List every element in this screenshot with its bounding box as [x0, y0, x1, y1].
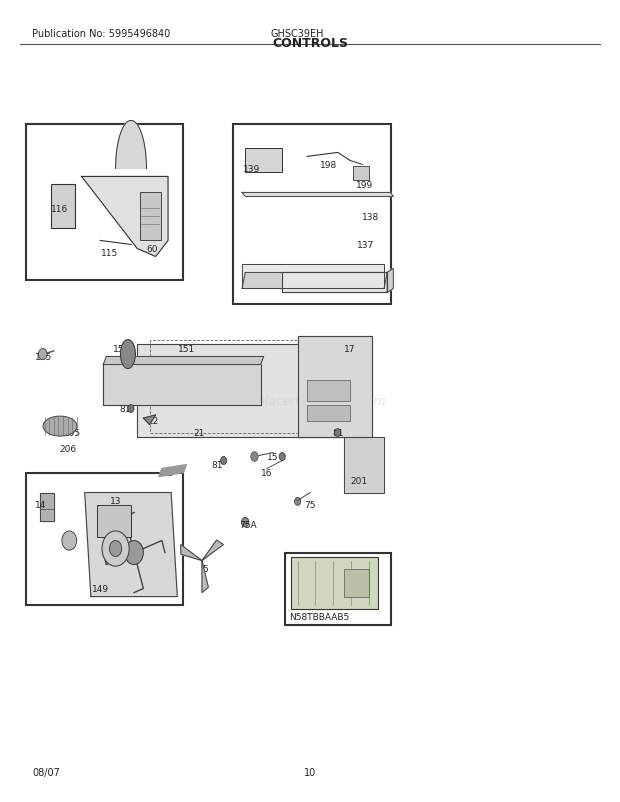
Text: 198: 198	[320, 160, 337, 170]
Text: 60: 60	[147, 245, 158, 253]
Polygon shape	[202, 541, 223, 561]
Circle shape	[294, 498, 301, 506]
Text: 08/07: 08/07	[32, 767, 60, 776]
Polygon shape	[137, 345, 363, 437]
Text: 50: 50	[332, 593, 343, 602]
Text: 75A: 75A	[239, 520, 257, 529]
Text: 205: 205	[64, 428, 81, 437]
Circle shape	[279, 453, 285, 461]
Polygon shape	[344, 437, 384, 493]
Text: 116: 116	[51, 205, 69, 213]
Text: 206: 206	[60, 444, 77, 453]
Bar	[307, 381, 350, 401]
Polygon shape	[242, 193, 393, 197]
Text: 5: 5	[202, 565, 208, 573]
Text: 151: 151	[178, 345, 195, 354]
Text: 22: 22	[147, 416, 158, 426]
Circle shape	[62, 531, 77, 550]
Bar	[51, 185, 76, 229]
Circle shape	[102, 531, 129, 566]
Text: 81: 81	[119, 404, 131, 414]
Text: 9: 9	[62, 537, 68, 545]
Circle shape	[38, 349, 47, 360]
Bar	[307, 405, 350, 421]
Text: 199: 199	[356, 180, 373, 190]
Text: 14: 14	[35, 500, 46, 509]
Circle shape	[125, 541, 143, 565]
Text: 16: 16	[261, 468, 273, 477]
Polygon shape	[298, 337, 372, 437]
Text: 10: 10	[304, 767, 316, 776]
Bar	[353, 167, 369, 181]
Text: 81: 81	[211, 460, 223, 469]
Text: eReplacementParts.com: eReplacementParts.com	[234, 395, 386, 407]
Text: 155: 155	[35, 353, 52, 362]
Text: N58TBBAAB5: N58TBBAAB5	[289, 612, 350, 622]
Text: CONTROLS: CONTROLS	[272, 38, 348, 51]
Text: 8: 8	[119, 549, 125, 557]
Polygon shape	[120, 340, 135, 369]
Text: 21: 21	[193, 428, 205, 437]
Bar	[26, 473, 184, 605]
Polygon shape	[115, 121, 146, 169]
Bar	[245, 149, 282, 173]
Polygon shape	[143, 415, 156, 425]
Polygon shape	[202, 561, 208, 593]
Text: 23: 23	[162, 468, 174, 477]
Text: 15: 15	[267, 452, 279, 461]
Text: 81: 81	[332, 428, 343, 437]
Text: 54: 54	[345, 577, 356, 585]
Circle shape	[128, 405, 134, 413]
Polygon shape	[159, 465, 187, 477]
Polygon shape	[104, 357, 264, 365]
Polygon shape	[180, 545, 202, 561]
Polygon shape	[82, 177, 168, 257]
Bar	[140, 193, 161, 241]
Text: 13: 13	[110, 496, 122, 505]
Text: 139: 139	[243, 164, 260, 174]
Text: 138: 138	[362, 213, 379, 221]
Bar	[26, 125, 184, 282]
Text: 137: 137	[357, 241, 374, 249]
Circle shape	[250, 452, 258, 462]
Polygon shape	[40, 493, 54, 520]
Polygon shape	[242, 273, 387, 289]
Text: 115: 115	[101, 249, 118, 257]
Circle shape	[241, 517, 249, 527]
Ellipse shape	[43, 416, 77, 436]
Polygon shape	[282, 273, 387, 293]
Bar	[291, 557, 378, 609]
Bar	[233, 125, 391, 305]
Circle shape	[335, 429, 341, 437]
Bar	[344, 569, 369, 597]
Polygon shape	[242, 265, 384, 289]
Text: 201: 201	[351, 476, 368, 485]
Polygon shape	[387, 269, 393, 293]
Text: 149: 149	[92, 585, 108, 593]
Bar	[97, 505, 131, 537]
Text: GHSC39EH: GHSC39EH	[271, 30, 324, 39]
Bar	[285, 553, 391, 625]
Polygon shape	[85, 493, 177, 597]
Text: 17: 17	[344, 345, 356, 354]
Text: Publication No: 5995496840: Publication No: 5995496840	[32, 30, 171, 39]
Text: 154: 154	[113, 345, 130, 354]
Text: 75: 75	[304, 500, 316, 509]
Polygon shape	[104, 365, 260, 405]
Circle shape	[221, 457, 227, 465]
Circle shape	[109, 541, 122, 557]
